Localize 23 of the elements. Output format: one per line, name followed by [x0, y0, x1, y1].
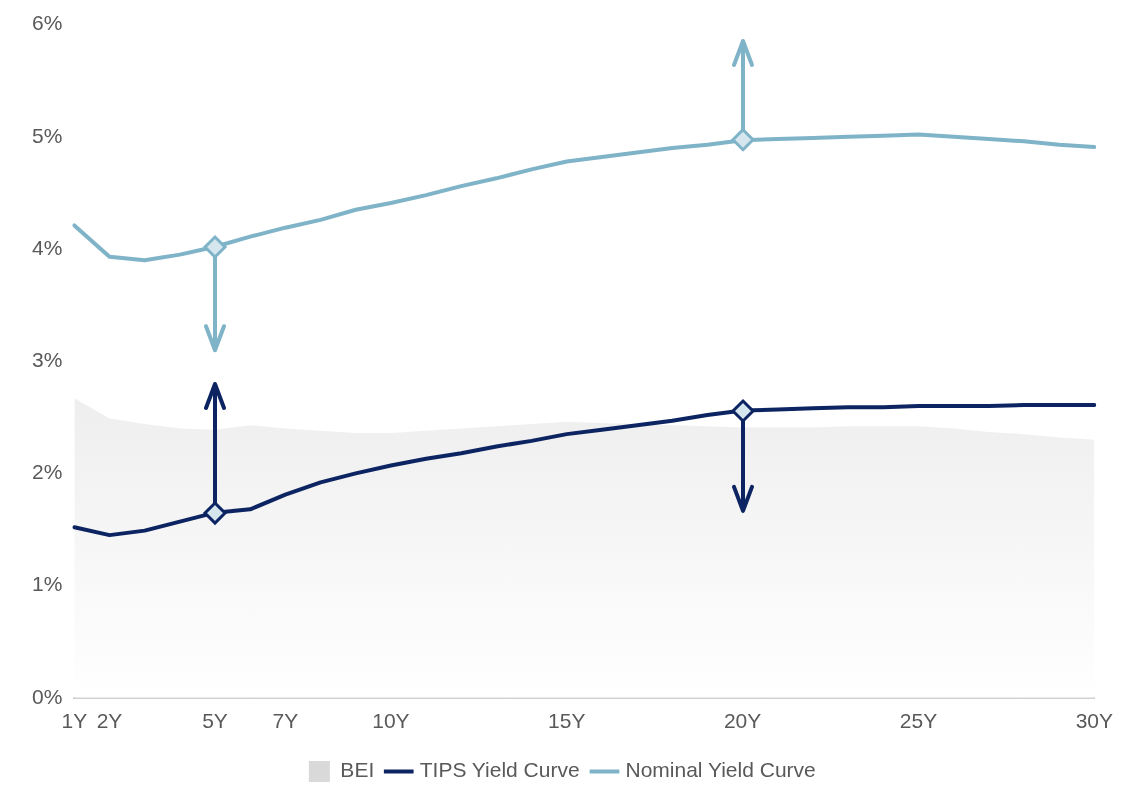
x-tick-label: 10Y: [372, 709, 410, 733]
y-tick-label: 6%: [31, 11, 63, 35]
x-tick-label: 15Y: [548, 709, 586, 733]
point: [203, 235, 227, 259]
point: [731, 399, 755, 423]
x-tick-label: 1Y: [61, 709, 88, 733]
x-tick-label: 7Y: [272, 709, 299, 733]
x-tick-label: 20Y: [723, 709, 762, 733]
y-tick-label: 2%: [31, 460, 63, 484]
y-tick-label: 4%: [31, 235, 63, 259]
legend-label: BEI: [340, 758, 375, 782]
y-tick-label: 1%: [31, 572, 63, 596]
x-tick-label: 2Y: [96, 709, 123, 733]
y-tick-label: 5%: [31, 123, 63, 147]
legend-label: TIPS Yield Curve: [419, 758, 580, 782]
x-tick-label: 30Y: [1075, 709, 1113, 733]
y-tick-label: 3%: [31, 348, 63, 371]
x-tick-label: 25Y: [899, 709, 938, 733]
x-tick-label: 5Y: [202, 709, 228, 733]
y-tick-label: 0%: [31, 684, 63, 708]
point: [203, 501, 227, 525]
legend-label: Nominal Yield Curve: [625, 758, 816, 782]
point: [731, 128, 755, 152]
